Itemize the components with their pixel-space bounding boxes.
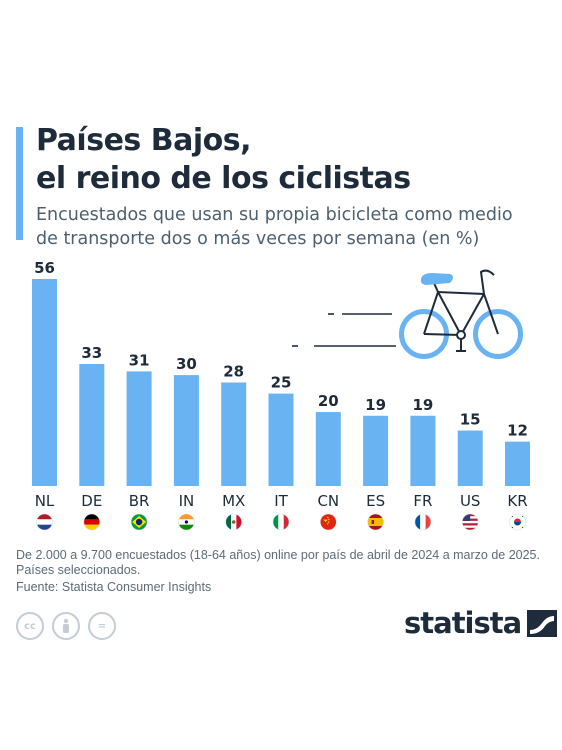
category-label-us: US (460, 492, 481, 510)
category-label-de: DE (81, 492, 102, 510)
title-accent-bar (16, 127, 23, 240)
value-label-mx: 28 (223, 363, 244, 381)
spain-flag (367, 513, 384, 531)
category-label-nl: NL (35, 492, 55, 510)
statista-logo-icon (527, 609, 558, 637)
subtitle-line-2: de transporte dos o más veces por semana… (36, 229, 480, 249)
brand-wordmark: statista (404, 606, 522, 640)
statista-logo[interactable]: statista (404, 606, 558, 640)
footnote-line-2: Países seleccionados. (16, 563, 141, 577)
bar-es (363, 415, 389, 486)
france-flag (414, 513, 432, 531)
netherlands-flag (36, 513, 53, 531)
title-line-2: el reino de los ciclistas (36, 161, 411, 196)
bar-nl (32, 279, 57, 486)
bar-mx (221, 382, 247, 486)
attribution-icon[interactable] (52, 612, 80, 640)
category-label-fr: FR (413, 492, 432, 510)
category-label-br: BR (129, 492, 150, 510)
value-label-kr: 12 (507, 422, 528, 440)
no-derivatives-icon[interactable]: = (88, 612, 116, 640)
flag-row (36, 513, 526, 531)
chart-subtitle: Encuestados que usan su propia bicicleta… (36, 203, 546, 251)
category-label-mx: MX (222, 492, 245, 510)
usa-flag (461, 513, 479, 531)
bar-series (32, 279, 530, 486)
china-flag (319, 513, 337, 531)
category-label-kr: KR (507, 492, 527, 510)
title-line-1: Países Bajos, (36, 123, 251, 158)
bar-kr (505, 441, 530, 486)
bicycle-icon (292, 269, 523, 359)
chart-title: Países Bajos, el reino de los ciclistas (36, 122, 536, 198)
value-label-cn: 20 (318, 392, 339, 410)
creative-commons-icon[interactable]: cc (16, 612, 44, 640)
value-label-fr: 19 (412, 396, 433, 414)
mexico-flag (225, 513, 242, 531)
value-labels: 56 33 31 30 28 25 20 19 19 15 12 (34, 259, 528, 440)
germany-flag (83, 513, 101, 531)
italy-flag (272, 513, 290, 531)
category-label-it: IT (274, 492, 288, 510)
brazil-flag (130, 513, 148, 531)
bar-it (268, 393, 294, 486)
value-label-in: 30 (176, 355, 197, 373)
value-label-it: 25 (271, 374, 292, 392)
india-flag (178, 513, 195, 531)
value-label-de: 33 (81, 344, 102, 362)
bar-de (79, 364, 105, 486)
bar-chart: 56 33 31 30 28 25 20 19 19 15 12 NL DE BR IN MX IT CN ES F… (32, 259, 530, 531)
category-label-cn: CN (317, 492, 339, 510)
value-label-es: 19 (365, 396, 386, 414)
category-labels: NL DE BR IN MX IT CN ES FR US KR (35, 492, 528, 510)
bar-cn (315, 412, 341, 486)
bar-in (173, 375, 199, 486)
value-label-us: 15 (460, 411, 481, 429)
footnote-line-1: De 2.000 a 9.700 encuestados (18-64 años… (16, 548, 540, 562)
bar-br (126, 371, 152, 486)
south-korea-flag (509, 513, 526, 531)
subtitle-line-1: Encuestados que usan su propia bicicleta… (36, 205, 513, 225)
bar-us (457, 430, 483, 486)
value-label-nl: 56 (34, 259, 55, 277)
category-label-es: ES (366, 492, 385, 510)
bar-fr (410, 415, 436, 486)
footnote: De 2.000 a 9.700 encuestados (18-64 años… (16, 548, 546, 578)
value-label-br: 31 (129, 351, 150, 369)
category-label-in: IN (179, 492, 195, 510)
source-text: Fuente: Statista Consumer Insights (16, 580, 212, 594)
license-icons: cc = (16, 612, 116, 640)
